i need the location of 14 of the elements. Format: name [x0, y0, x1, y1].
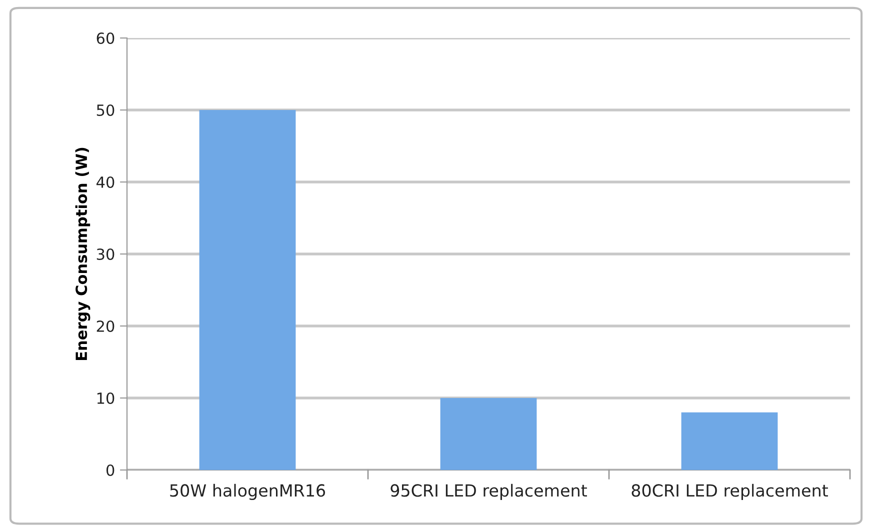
y-tick-label: 40 — [96, 176, 114, 188]
bar — [440, 398, 537, 470]
bar — [681, 412, 778, 470]
y-tick-label: 20 — [96, 320, 114, 332]
x-tick-label: 50W halogenMR16 — [170, 484, 326, 500]
y-axis-title: Energy Consumption (W) — [75, 148, 90, 360]
y-tick-label: 10 — [97, 392, 114, 404]
y-tick-label: 30 — [96, 248, 114, 260]
x-tick-label: 80CRI LED replacement — [632, 484, 828, 500]
x-tick-label: 95CRI LED replacement — [390, 484, 587, 500]
y-tick-label: 50 — [96, 104, 114, 116]
y-tick-label: 0 — [106, 464, 114, 476]
bar — [199, 110, 296, 470]
y-tick-label: 60 — [96, 32, 114, 44]
